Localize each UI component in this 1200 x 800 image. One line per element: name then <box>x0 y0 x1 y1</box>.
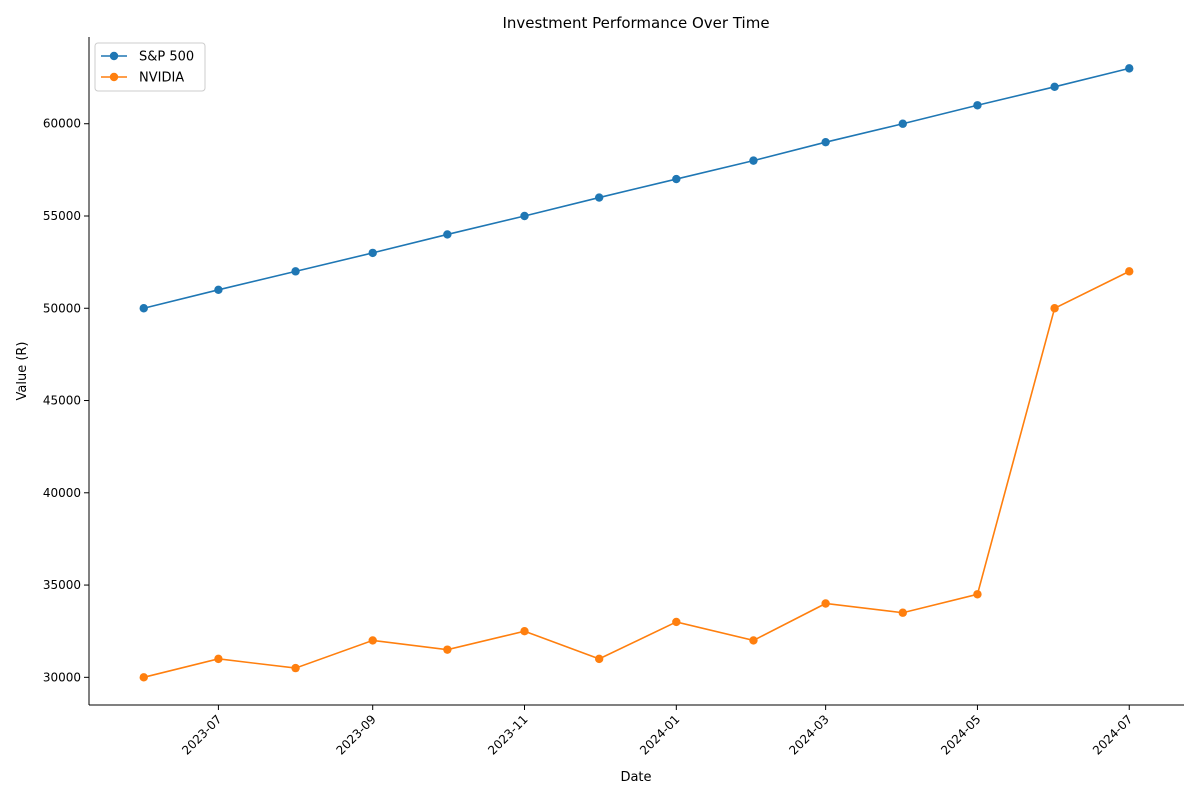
data-point <box>443 230 452 239</box>
data-point <box>973 101 982 110</box>
data-point <box>291 663 300 673</box>
data-point <box>214 285 223 295</box>
data-point <box>594 654 604 664</box>
y-tick-label: 45000 <box>43 394 81 408</box>
y-axis-label: Value (R) <box>15 341 30 400</box>
data-point <box>672 617 681 627</box>
y-tick-label: 60000 <box>43 117 81 131</box>
data-point <box>139 673 148 682</box>
data-point <box>821 137 830 147</box>
x-axis-ticks: 2023-07 2023-09 2023-11 2024-01 2024-03 2024-… <box>179 705 1135 758</box>
x-tick-label: 2024-01 <box>637 712 682 757</box>
y-tick-label: 35000 <box>43 578 81 592</box>
x-tick-label: 2023-09 <box>333 712 378 757</box>
data-point <box>139 304 148 313</box>
data-point <box>520 626 529 636</box>
y-tick-label: 55000 <box>43 209 81 223</box>
data-point <box>898 119 907 128</box>
y-tick-label: 30000 <box>43 670 81 684</box>
data-point <box>749 636 758 645</box>
series-1 <box>139 267 1134 682</box>
legend-marker <box>109 51 119 61</box>
data-point <box>520 211 529 221</box>
x-axis-label: Date <box>620 770 651 785</box>
series-layer <box>139 64 1134 682</box>
x-tick-label: 2023-07 <box>179 712 224 757</box>
data-point <box>898 608 907 617</box>
data-point <box>214 654 223 664</box>
data-point <box>594 193 604 202</box>
series-line <box>143 270 1130 679</box>
y-axis-ticks: 30000 35000 40000 45000 50000 55000 60000 <box>43 117 89 684</box>
data-point <box>368 636 377 645</box>
data-point <box>749 156 758 165</box>
data-point <box>1125 64 1134 73</box>
data-point <box>672 174 681 184</box>
data-point <box>821 599 830 608</box>
x-tick-label: 2024-03 <box>786 712 831 757</box>
data-point <box>1050 82 1059 92</box>
data-point <box>368 248 377 258</box>
x-tick-label: 2024-07 <box>1090 712 1135 757</box>
legend-marker <box>109 72 119 82</box>
data-point <box>1125 267 1134 276</box>
data-point <box>443 645 452 654</box>
legend-label: S&P 500 <box>139 50 194 65</box>
legend-box <box>94 42 206 92</box>
data-point <box>1050 304 1059 313</box>
legend: S&P 500 NVIDIA <box>94 42 206 92</box>
data-point <box>291 267 300 276</box>
y-tick-label: 40000 <box>43 486 81 500</box>
x-tick-label: 2023-11 <box>485 712 530 757</box>
y-tick-label: 50000 <box>43 301 81 315</box>
data-point <box>973 590 982 599</box>
series-0 <box>139 64 1134 313</box>
series-line <box>143 67 1130 310</box>
legend-label: NVIDIA <box>139 71 184 86</box>
x-tick-label: 2024-05 <box>938 712 983 757</box>
chart-title: Investment Performance Over Time <box>502 14 769 32</box>
